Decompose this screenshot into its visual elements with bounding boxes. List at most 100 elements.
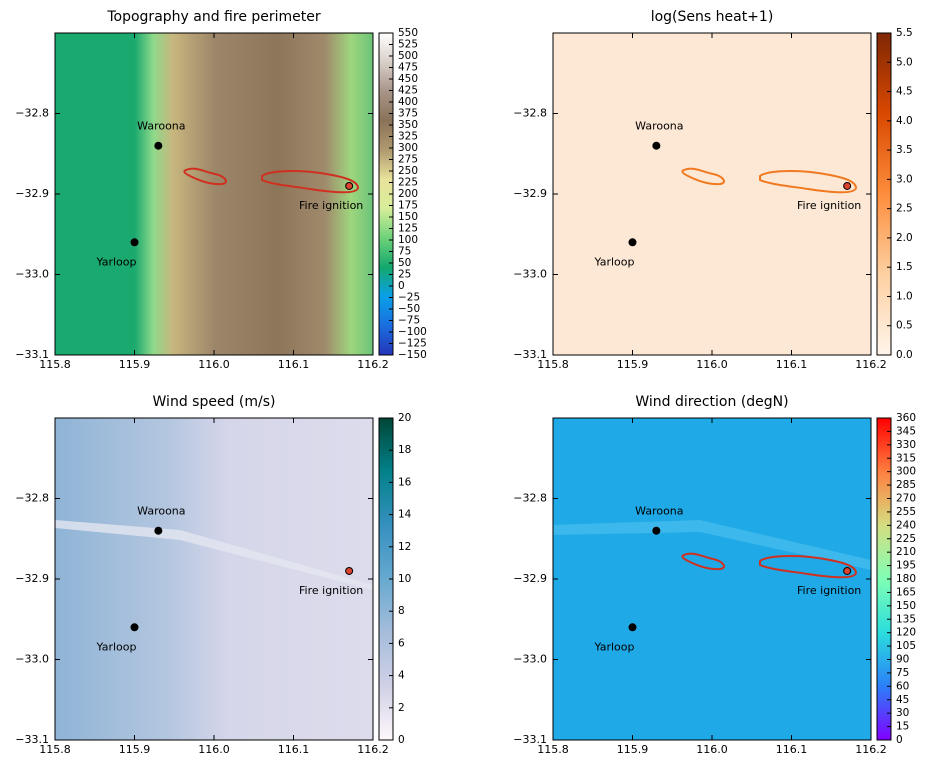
y-tick-label: −33.0 <box>15 653 49 666</box>
colorbar-tick-label: 16 <box>398 476 412 488</box>
chart-title: Topography and fire perimeter <box>106 9 321 25</box>
colorbar-tick-label: 0.5 <box>896 320 913 332</box>
location-label: Waroona <box>635 120 683 133</box>
colorbar-tick-label: 4 <box>398 670 405 682</box>
colorbar-tick-label: 165 <box>896 586 916 598</box>
x-tick-label: 115.9 <box>617 743 649 756</box>
colorbar-tick-label: 300 <box>398 142 418 154</box>
colorbar-tick-label: 180 <box>896 573 916 585</box>
colorbar-tick-label: 0.0 <box>896 349 913 361</box>
colorbar-tick-label: 330 <box>896 439 916 451</box>
colorbar-tick-label: 2.5 <box>896 203 913 215</box>
colorbar-tick-label: 30 <box>896 707 909 719</box>
colorbar-tick-label: 2 <box>398 702 405 714</box>
colorbar-tick-label: 1.5 <box>896 261 913 273</box>
colorbar-tick-label: −75 <box>398 315 420 327</box>
location-label: Yarloop <box>594 255 635 268</box>
location-marker <box>844 182 851 189</box>
colorbar-tick-label: 360 <box>896 412 916 424</box>
x-tick-label: 116.2 <box>357 358 389 371</box>
y-tick-label: −32.8 <box>15 107 49 120</box>
y-tick-label: −33.1 <box>513 348 547 361</box>
colorbar-tick-label: 45 <box>896 694 909 706</box>
colorbar-tick-label: 20 <box>398 412 411 424</box>
colorbar-tick-label: 315 <box>896 452 916 464</box>
location-label: Fire ignition <box>797 199 861 212</box>
y-tick-label: −33.0 <box>513 268 547 281</box>
y-tick-label: −32.8 <box>513 107 547 120</box>
location-marker <box>155 527 162 534</box>
location-marker <box>844 567 851 574</box>
y-tick-label: −33.0 <box>15 268 49 281</box>
location-label: Yarloop <box>96 640 137 653</box>
colorbar-tick-label: −100 <box>398 326 427 338</box>
colorbar-tick-label: 175 <box>398 200 418 212</box>
location-marker <box>653 142 660 149</box>
colorbar-tick-label: 400 <box>398 96 418 108</box>
x-tick-label: 116.2 <box>855 358 887 371</box>
chart-title: Wind speed (m/s) <box>153 394 276 410</box>
colorbar-tick-label: 250 <box>398 165 418 177</box>
colorbar-tick-label: 550 <box>398 27 418 39</box>
heat-field <box>553 33 871 355</box>
colorbar-tick-label: 150 <box>896 600 916 612</box>
colorbar-tick-label: 150 <box>398 211 418 223</box>
colorbar-tick-label: 135 <box>896 613 916 625</box>
y-tick-label: −32.9 <box>513 572 547 585</box>
colorbar-tick-label: 3.5 <box>896 144 913 156</box>
y-tick-label: −32.9 <box>15 572 49 585</box>
colorbar-tick-label: 125 <box>398 223 418 235</box>
x-tick-label: 116.2 <box>855 743 887 756</box>
x-tick-label: 116.1 <box>278 743 310 756</box>
x-tick-label: 116.2 <box>357 743 389 756</box>
colorbar-tick-label: 25 <box>398 269 411 281</box>
colorbar-tick-label: 350 <box>398 119 418 131</box>
colorbar-tick-label: 6 <box>398 637 405 649</box>
colorbar-tick-label: 105 <box>896 640 916 652</box>
location-marker <box>155 142 162 149</box>
location-label: Fire ignition <box>299 584 363 597</box>
colorbar <box>877 33 891 355</box>
colorbar-tick-label: 75 <box>398 246 411 258</box>
y-tick-label: −32.8 <box>15 492 49 505</box>
x-tick-label: 116.1 <box>776 358 808 371</box>
y-tick-label: −32.9 <box>15 187 49 200</box>
wind-speed-field <box>55 418 373 740</box>
figure: Topography and fire perimeter115.8115.91… <box>0 0 925 764</box>
location-marker <box>629 239 636 246</box>
colorbar-tick-label: 0 <box>896 734 903 746</box>
y-tick-label: −33.0 <box>513 653 547 666</box>
colorbar-tick-label: 4.5 <box>896 86 913 98</box>
location-marker <box>346 567 353 574</box>
location-label: Fire ignition <box>299 199 363 212</box>
x-tick-label: 116.1 <box>278 358 310 371</box>
colorbar-tick-label: 300 <box>896 466 916 478</box>
colorbar-tick-label: 450 <box>398 73 418 85</box>
location-marker <box>346 182 353 189</box>
colorbar-tick-label: 1.0 <box>896 290 913 302</box>
location-label: Waroona <box>137 505 185 518</box>
colorbar-tick-label: 225 <box>896 533 916 545</box>
chart-title: log(Sens heat+1) <box>651 9 774 25</box>
colorbar-tick-label: −25 <box>398 292 420 304</box>
colorbar-tick-label: 5.0 <box>896 56 913 68</box>
colorbar-tick-label: 90 <box>896 654 909 666</box>
colorbar-tick-label: 100 <box>398 234 418 246</box>
colorbar-tick-label: 255 <box>896 506 916 518</box>
location-marker <box>131 624 138 631</box>
colorbar-tick-label: 240 <box>896 519 916 531</box>
colorbar-tick-label: 5.5 <box>896 27 913 39</box>
y-tick-label: −32.9 <box>513 187 547 200</box>
colorbar-tick-label: 8 <box>398 605 405 617</box>
location-label: Waroona <box>137 120 185 133</box>
location-label: Fire ignition <box>797 584 861 597</box>
colorbar-tick-label: 285 <box>896 479 916 491</box>
colorbar-tick-label: 4.0 <box>896 115 913 127</box>
colorbar-tick-label: −125 <box>398 338 427 350</box>
colorbar-tick-label: 10 <box>398 573 411 585</box>
colorbar-tick-label: 345 <box>896 425 916 437</box>
colorbar-tick-label: 525 <box>398 39 418 51</box>
x-tick-label: 115.9 <box>119 743 151 756</box>
colorbar-tick-label: 0 <box>398 734 405 746</box>
location-label: Yarloop <box>96 255 137 268</box>
